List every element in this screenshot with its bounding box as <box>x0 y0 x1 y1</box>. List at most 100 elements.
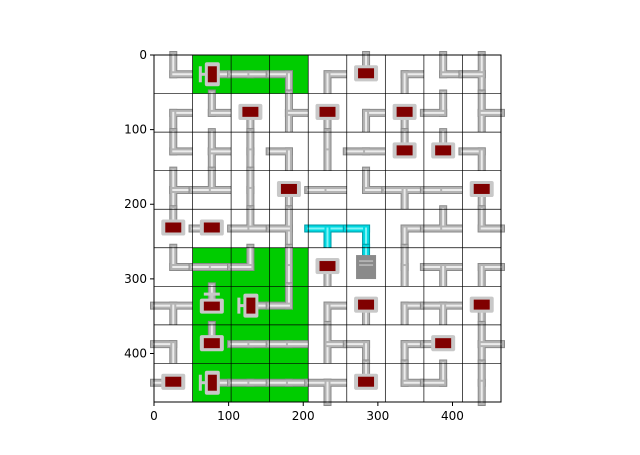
grid-cell[interactable] <box>385 243 424 291</box>
grid-cell[interactable] <box>462 359 501 406</box>
grid-cell[interactable] <box>462 320 505 368</box>
grid-cell[interactable] <box>462 205 505 248</box>
grid-cell[interactable] <box>304 363 351 406</box>
grid-cell[interactable] <box>304 170 351 210</box>
grid-cell[interactable] <box>346 51 386 94</box>
elbow-pipe <box>477 263 505 291</box>
grid-cell[interactable] <box>308 128 347 175</box>
grid-cell[interactable] <box>154 166 197 214</box>
grid-cell[interactable] <box>154 243 197 287</box>
grid-cell[interactable] <box>462 286 501 329</box>
grid-cell[interactable] <box>231 166 270 214</box>
grid-cell[interactable] <box>419 359 463 402</box>
grid-cell[interactable] <box>304 209 351 252</box>
monitor-icon <box>354 373 379 390</box>
monitor-icon <box>315 103 340 120</box>
grid-cell[interactable] <box>342 132 390 171</box>
grid-cell[interactable] <box>265 282 309 325</box>
grid-cell[interactable] <box>265 324 313 364</box>
grid-cell[interactable] <box>385 286 428 329</box>
grid-cell[interactable] <box>385 324 428 368</box>
grid-cell[interactable] <box>227 205 274 248</box>
grid-cell[interactable] <box>269 89 313 137</box>
grid-cell[interactable] <box>231 286 274 325</box>
grid-cell[interactable] <box>227 55 274 94</box>
grid-cell[interactable] <box>308 93 347 137</box>
valve-icon <box>198 370 220 395</box>
grid-lines <box>154 55 501 402</box>
grid-cell[interactable] <box>462 247 505 291</box>
grid-cell[interactable] <box>346 166 390 210</box>
grid-cell[interactable] <box>419 286 467 329</box>
grid-cell[interactable] <box>342 209 386 252</box>
grid-cell[interactable] <box>342 324 386 368</box>
grid-cell[interactable] <box>308 320 351 368</box>
monitor-icon <box>469 296 494 313</box>
grid-cell[interactable] <box>423 128 463 171</box>
grid-cell[interactable] <box>462 170 501 214</box>
grid-cell[interactable] <box>385 359 428 402</box>
grid-cell[interactable] <box>265 205 309 252</box>
tee-pipe <box>304 378 351 406</box>
x-tick-label: 200 <box>292 409 315 423</box>
grid-cell[interactable] <box>265 55 309 98</box>
tee-pipe <box>150 301 197 329</box>
grid-cell[interactable] <box>269 170 309 214</box>
grid-cell[interactable] <box>227 363 274 402</box>
grid-cell[interactable] <box>188 247 236 287</box>
grid-cell[interactable] <box>385 55 428 98</box>
elbow-pipe <box>362 166 390 194</box>
grid-cell[interactable] <box>308 247 347 291</box>
grid-cell[interactable] <box>150 286 197 329</box>
grid-cell[interactable] <box>231 128 270 175</box>
elbow-pipe <box>419 359 448 387</box>
y-axis: 0 100 200 300 400 <box>124 48 154 360</box>
grid-cell[interactable] <box>423 51 467 94</box>
grid-cell[interactable] <box>346 93 390 137</box>
grid-cell[interactable] <box>419 170 467 210</box>
grid-cell[interactable] <box>419 247 467 291</box>
grid-cell[interactable] <box>385 93 424 137</box>
grid-cell[interactable] <box>192 128 236 175</box>
elbow-pipe <box>419 89 448 117</box>
grid-cell[interactable] <box>192 89 236 133</box>
grid-cell[interactable] <box>188 166 236 210</box>
grid-cell[interactable] <box>381 170 428 214</box>
grid-cell[interactable] <box>385 128 424 171</box>
grid-cell[interactable] <box>462 89 505 137</box>
axes-frame <box>153 54 502 403</box>
grid-cell[interactable] <box>265 132 309 175</box>
grid-cell[interactable] <box>265 363 313 402</box>
elbow-pipe <box>458 147 486 175</box>
grid-cell[interactable] <box>150 324 193 368</box>
grid-cell[interactable] <box>150 363 193 402</box>
grid-cell[interactable] <box>154 128 197 171</box>
grid-cell[interactable] <box>154 205 193 248</box>
tee-pipe <box>419 205 467 233</box>
grid-cell[interactable] <box>308 55 351 98</box>
grid-cell[interactable] <box>269 243 309 291</box>
grid-cell[interactable] <box>227 324 274 364</box>
grid-cell[interactable] <box>154 93 197 137</box>
grid-cell[interactable] <box>419 89 463 133</box>
grid-cell[interactable] <box>419 324 463 364</box>
grid-cell[interactable] <box>346 359 386 402</box>
grid-cell[interactable] <box>385 209 428 252</box>
grid-cell[interactable] <box>419 205 467 248</box>
grid-cell[interactable] <box>346 286 386 329</box>
grid-cell[interactable] <box>231 93 270 137</box>
grid-cell[interactable] <box>458 51 501 98</box>
grid-cell[interactable] <box>192 320 232 364</box>
y-tick-label: 0 <box>139 48 147 62</box>
grid-cell[interactable] <box>346 243 386 287</box>
grid-cell[interactable] <box>188 209 232 248</box>
grid-cell[interactable] <box>192 55 236 94</box>
grid-cell[interactable] <box>192 363 236 402</box>
grid-cell[interactable] <box>154 51 197 94</box>
grid-cell[interactable] <box>227 243 270 287</box>
grid-cell[interactable] <box>192 282 232 325</box>
grid-cell[interactable] <box>458 132 501 175</box>
monitor-icon <box>431 142 456 159</box>
grid-cell[interactable] <box>308 286 351 329</box>
